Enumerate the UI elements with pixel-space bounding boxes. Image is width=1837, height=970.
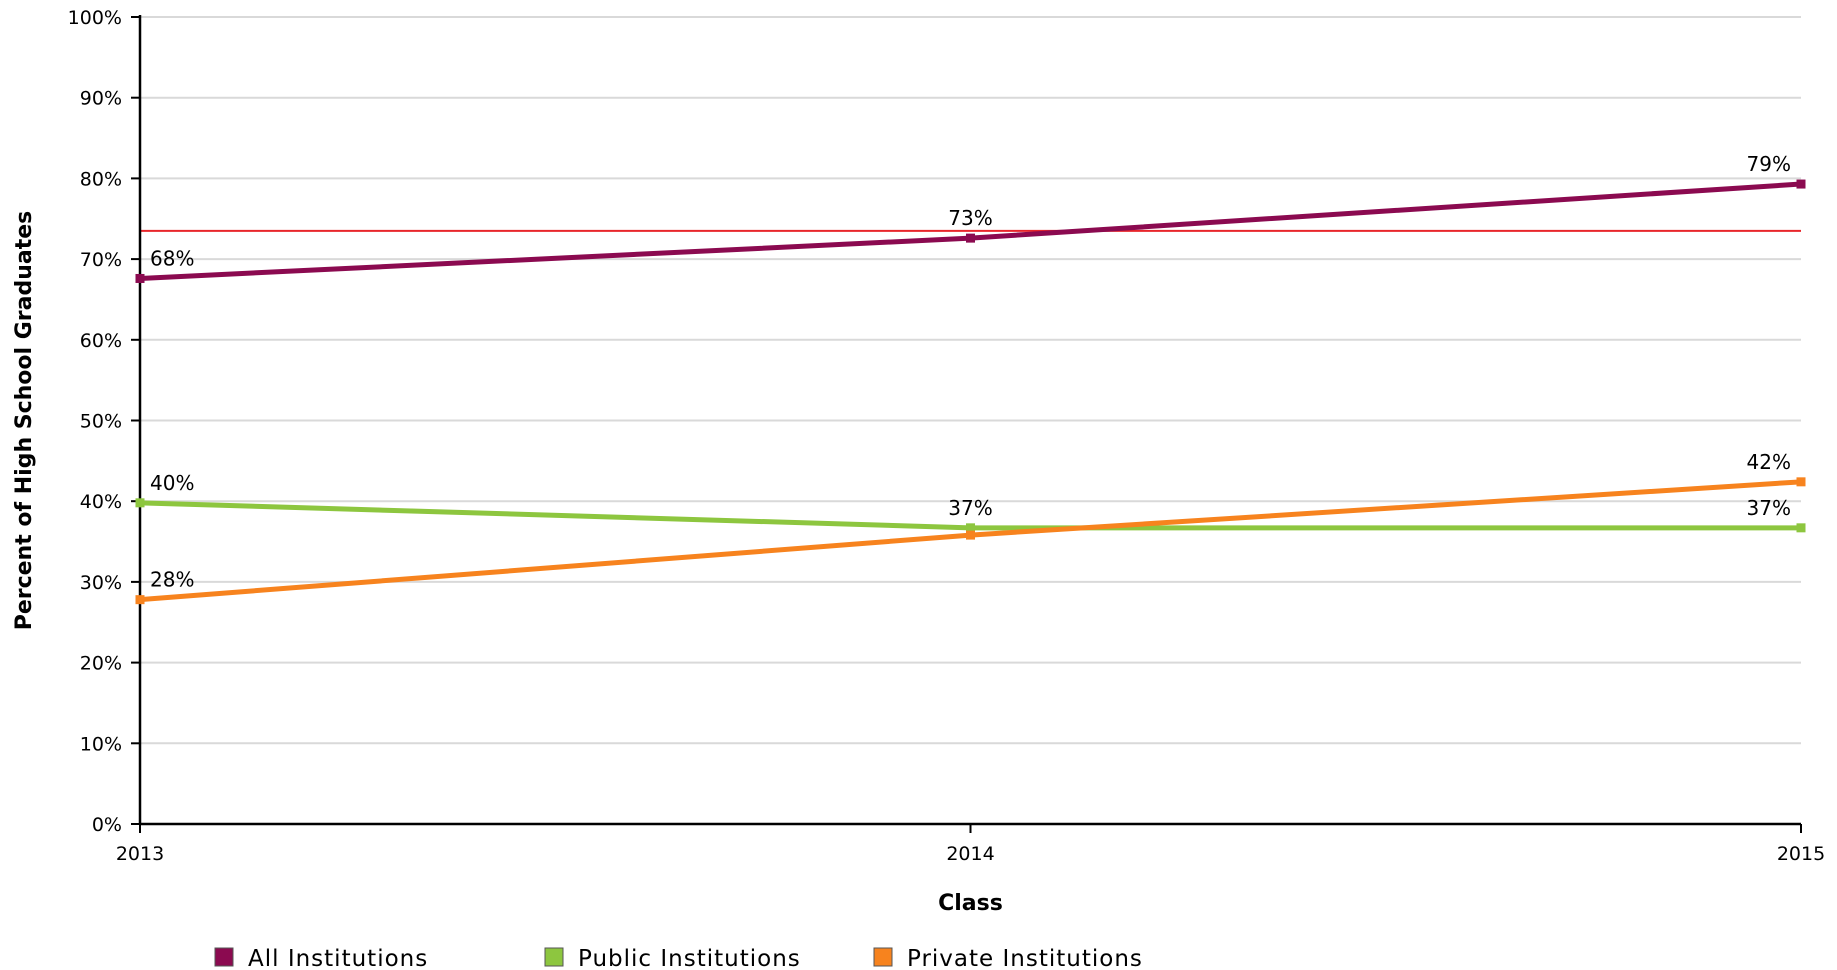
legend-label: Private Institutions xyxy=(907,946,1143,970)
y-tick-label: 0% xyxy=(92,814,122,836)
x-axis-ticks: 2013 2014 2015 xyxy=(116,824,1825,865)
legend-swatch xyxy=(214,947,234,967)
data-labels: 68% 73% 79% 40% 37% 37% 28% 42% xyxy=(150,152,1791,592)
data-point xyxy=(135,498,145,508)
y-tick-label: 50% xyxy=(80,411,122,433)
gridlines xyxy=(140,16,1801,745)
x-tick-label: 2015 xyxy=(1777,843,1825,865)
data-label: 79% xyxy=(1747,152,1791,176)
y-tick-label: 60% xyxy=(80,330,122,352)
data-label: 68% xyxy=(150,246,194,270)
y-tick-label: 90% xyxy=(80,88,122,110)
x-tick-label: 2013 xyxy=(116,843,164,865)
y-axis-title: Percent of High School Graduates xyxy=(12,211,37,631)
y-axis-ticks: 0% 10% 20% 30% 40% 50% 60% 70% 80% 90% 100% xyxy=(68,7,140,836)
y-tick-label: 100% xyxy=(68,7,122,29)
data-point xyxy=(1796,523,1806,533)
series-lines xyxy=(135,179,1806,605)
x-axis-title: Class xyxy=(938,891,1003,916)
data-label: 40% xyxy=(150,471,194,495)
data-point xyxy=(966,523,975,533)
y-tick-label: 80% xyxy=(80,168,122,190)
x-tick-label: 2014 xyxy=(946,843,994,865)
legend-swatch xyxy=(544,947,564,967)
y-tick-label: 30% xyxy=(80,572,122,594)
legend-label: Public Institutions xyxy=(578,946,801,970)
data-point xyxy=(1796,179,1806,189)
data-point xyxy=(135,273,145,283)
data-label: 28% xyxy=(150,568,194,592)
data-point xyxy=(1796,477,1806,487)
y-tick-label: 10% xyxy=(80,733,122,755)
data-point xyxy=(966,233,975,243)
data-point xyxy=(966,530,975,540)
data-label: 37% xyxy=(948,496,992,520)
y-tick-label: 40% xyxy=(80,491,122,513)
y-tick-label: 20% xyxy=(80,653,122,675)
legend-swatch xyxy=(873,947,893,967)
data-label: 37% xyxy=(1747,496,1791,520)
y-tick-label: 70% xyxy=(80,249,122,271)
data-point xyxy=(135,595,145,605)
data-label: 42% xyxy=(1747,450,1791,474)
legend: All Institutions Public Institutions Priva… xyxy=(214,946,1143,970)
data-label: 73% xyxy=(948,206,992,230)
legend-label: All Institutions xyxy=(248,946,428,970)
